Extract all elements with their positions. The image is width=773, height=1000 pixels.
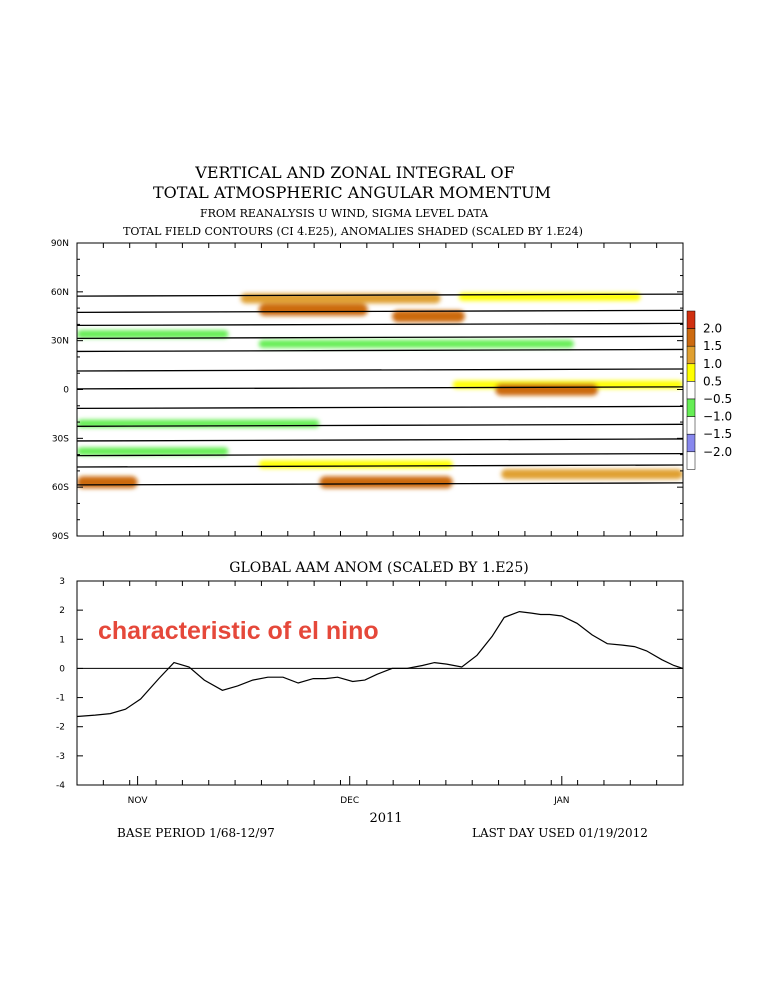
title-line-1: VERTICAL AND ZONAL INTEGRAL OF xyxy=(194,163,514,182)
heatmap-y-tick-label-5: 60S xyxy=(52,483,69,493)
aam-anomaly-series-line xyxy=(76,610,684,718)
line-y-tick-label-4: -1 xyxy=(56,694,65,704)
total-field-contour-6 xyxy=(77,386,683,390)
total-field-contour-1 xyxy=(77,309,683,314)
heatmap-y-tick-label-4: 30S xyxy=(52,434,69,444)
legend-swatch-4 xyxy=(686,381,696,400)
anomaly-band-2 xyxy=(392,310,465,323)
base-period-label: BASE PERIOD 1/68-12/97 xyxy=(117,826,275,840)
line-x-tick-label-1: DEC xyxy=(340,796,359,806)
heatmap-y-tick-label-6: 90S xyxy=(52,532,69,542)
total-field-contour-12 xyxy=(77,482,683,486)
heatmap-y-tick-label-1: 60N xyxy=(51,288,69,298)
total-field-contour-5 xyxy=(77,368,683,372)
legend-swatch-1 xyxy=(686,328,696,347)
anomaly-band-13 xyxy=(501,469,683,480)
line-chart-frame xyxy=(76,580,684,786)
anomaly-band-7 xyxy=(495,383,599,396)
line-y-tick-label-2: 1 xyxy=(59,635,65,645)
line-y-tick-label-6: -3 xyxy=(56,752,65,762)
line-y-tick-label-0: 3 xyxy=(59,577,65,587)
total-field-contour-9 xyxy=(77,438,683,442)
line-y-tick-label-3: 0 xyxy=(59,664,65,674)
legend-swatch-8 xyxy=(686,451,696,470)
legend-swatch-3 xyxy=(686,363,696,382)
last-day-label: LAST DAY USED 01/19/2012 xyxy=(472,826,648,840)
legend-label-1: 1.5 xyxy=(703,339,722,353)
legend-label-4: −0.5 xyxy=(703,392,732,406)
global-aam-line-chart: 3 2 1 0 -1 -2 -3 -4 NOV DEC JAN xyxy=(56,577,684,806)
line-chart-title: GLOBAL AAM ANOM (SCALED BY 1.E25) xyxy=(229,560,528,576)
legend-swatch-5 xyxy=(686,398,696,417)
legend-swatch-7 xyxy=(686,433,696,453)
line-y-tick-label-7: -4 xyxy=(56,781,65,791)
line-x-tick-label-2: JAN xyxy=(553,796,569,806)
heatmap-y-tick-label-3: 0 xyxy=(63,386,69,396)
line-x-tick-label-0: NOV xyxy=(128,796,149,806)
total-field-contour-2 xyxy=(77,322,683,327)
total-field-contour-4 xyxy=(77,348,683,353)
legend-label-0: 2.0 xyxy=(703,322,722,336)
anomaly-heatmap-panel: 90N 60N 30N 0 30S 60S 90S xyxy=(51,239,684,542)
total-field-contour-11 xyxy=(77,464,683,468)
title-line-2: TOTAL ATMOSPHERIC ANGULAR MOMENTUM xyxy=(153,183,551,202)
total-field-contour-3 xyxy=(77,335,683,340)
total-field-contour-7 xyxy=(77,405,683,410)
total-field-contour-0 xyxy=(77,293,683,297)
legend-swatch-6 xyxy=(686,416,696,435)
subtitle-1: FROM REANALYSIS U WIND, SIGMA LEVEL DATA xyxy=(200,207,489,220)
el-nino-annotation: characteristic of el nino xyxy=(98,617,379,645)
heatmap-y-tick-label-2: 30N xyxy=(51,337,69,347)
anomaly-band-10 xyxy=(258,460,453,469)
legend-label-2: 1.0 xyxy=(703,357,722,371)
legend-label-7: −2.0 xyxy=(703,445,732,459)
legend-label-5: −1.0 xyxy=(703,410,732,424)
legend-label-6: −1.5 xyxy=(703,427,732,441)
x-axis-year-label: 2011 xyxy=(369,811,402,826)
anomaly-band-4 xyxy=(77,330,229,339)
anomaly-band-1 xyxy=(258,303,368,316)
heatmap-y-tick-label-0: 90N xyxy=(51,239,69,249)
anomaly-band-5 xyxy=(258,339,574,348)
legend-swatch-0 xyxy=(686,310,696,329)
legend-label-3: 0.5 xyxy=(703,374,722,388)
line-y-tick-label-5: -2 xyxy=(56,723,65,733)
total-field-contour-8 xyxy=(77,423,683,427)
anomaly-band-9 xyxy=(77,447,229,456)
anomaly-band-12 xyxy=(77,476,138,489)
heatmap-frame xyxy=(76,242,684,537)
total-field-contour-10 xyxy=(77,452,683,457)
subtitle-2: TOTAL FIELD CONTOURS (CI 4.E25), ANOMALI… xyxy=(123,225,583,238)
legend-swatch-2 xyxy=(686,345,696,365)
color-legend: 2.0 1.5 1.0 0.5 −0.5 −1.0 −1.5 −2.0 xyxy=(686,310,732,470)
line-y-tick-label-1: 2 xyxy=(59,606,65,616)
anomaly-band-11 xyxy=(319,476,453,489)
